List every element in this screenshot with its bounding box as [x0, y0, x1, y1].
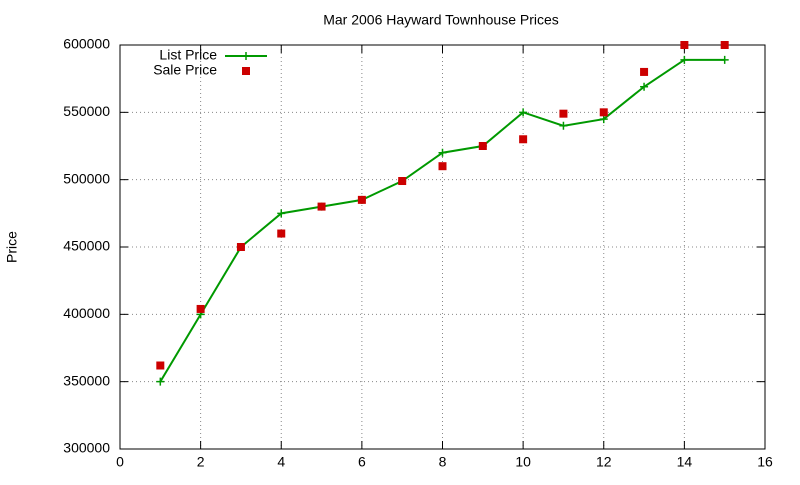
point — [519, 135, 528, 144]
legend-label: Sale Price — [153, 62, 217, 78]
point — [720, 55, 729, 64]
point — [317, 202, 326, 211]
x-tick-label: 10 — [515, 454, 531, 470]
x-tick-label: 4 — [277, 454, 285, 470]
point — [156, 377, 165, 386]
point — [478, 142, 487, 150]
legend-label: List Price — [159, 47, 217, 63]
point — [599, 108, 608, 117]
y-tick-label: 500000 — [63, 170, 110, 186]
point — [680, 55, 689, 64]
point — [720, 41, 729, 49]
point — [640, 67, 649, 76]
point — [640, 82, 649, 91]
point — [559, 109, 568, 118]
point — [398, 177, 407, 186]
legend-marker — [242, 52, 250, 60]
point — [357, 195, 366, 204]
x-tick-label: 0 — [116, 454, 124, 470]
point — [519, 108, 528, 117]
y-axis-label: Price — [4, 231, 20, 263]
x-tick-label: 14 — [677, 454, 693, 470]
y-tick-label: 300000 — [63, 440, 110, 456]
x-tick-label: 16 — [757, 454, 773, 470]
y-tick-label: 350000 — [63, 372, 110, 388]
point — [559, 121, 568, 130]
x-tick-label: 12 — [596, 454, 612, 470]
point — [680, 41, 689, 49]
point — [196, 304, 205, 313]
point — [277, 229, 286, 238]
point — [599, 115, 608, 124]
x-tick-label: 2 — [197, 454, 205, 470]
point — [277, 209, 286, 218]
point — [438, 148, 447, 157]
y-tick-label: 550000 — [63, 103, 110, 119]
y-tick-label: 600000 — [63, 36, 110, 52]
chart-title: Mar 2006 Hayward Townhouse Prices — [323, 12, 559, 28]
x-tick-label: 8 — [439, 454, 447, 470]
legend-marker — [242, 67, 250, 75]
plot-frame — [119, 44, 766, 450]
y-tick-label: 450000 — [63, 238, 110, 254]
point — [438, 162, 447, 171]
point — [156, 361, 165, 370]
point — [236, 243, 245, 251]
y-tick-label: 400000 — [63, 305, 110, 321]
x-tick-label: 6 — [358, 454, 366, 470]
